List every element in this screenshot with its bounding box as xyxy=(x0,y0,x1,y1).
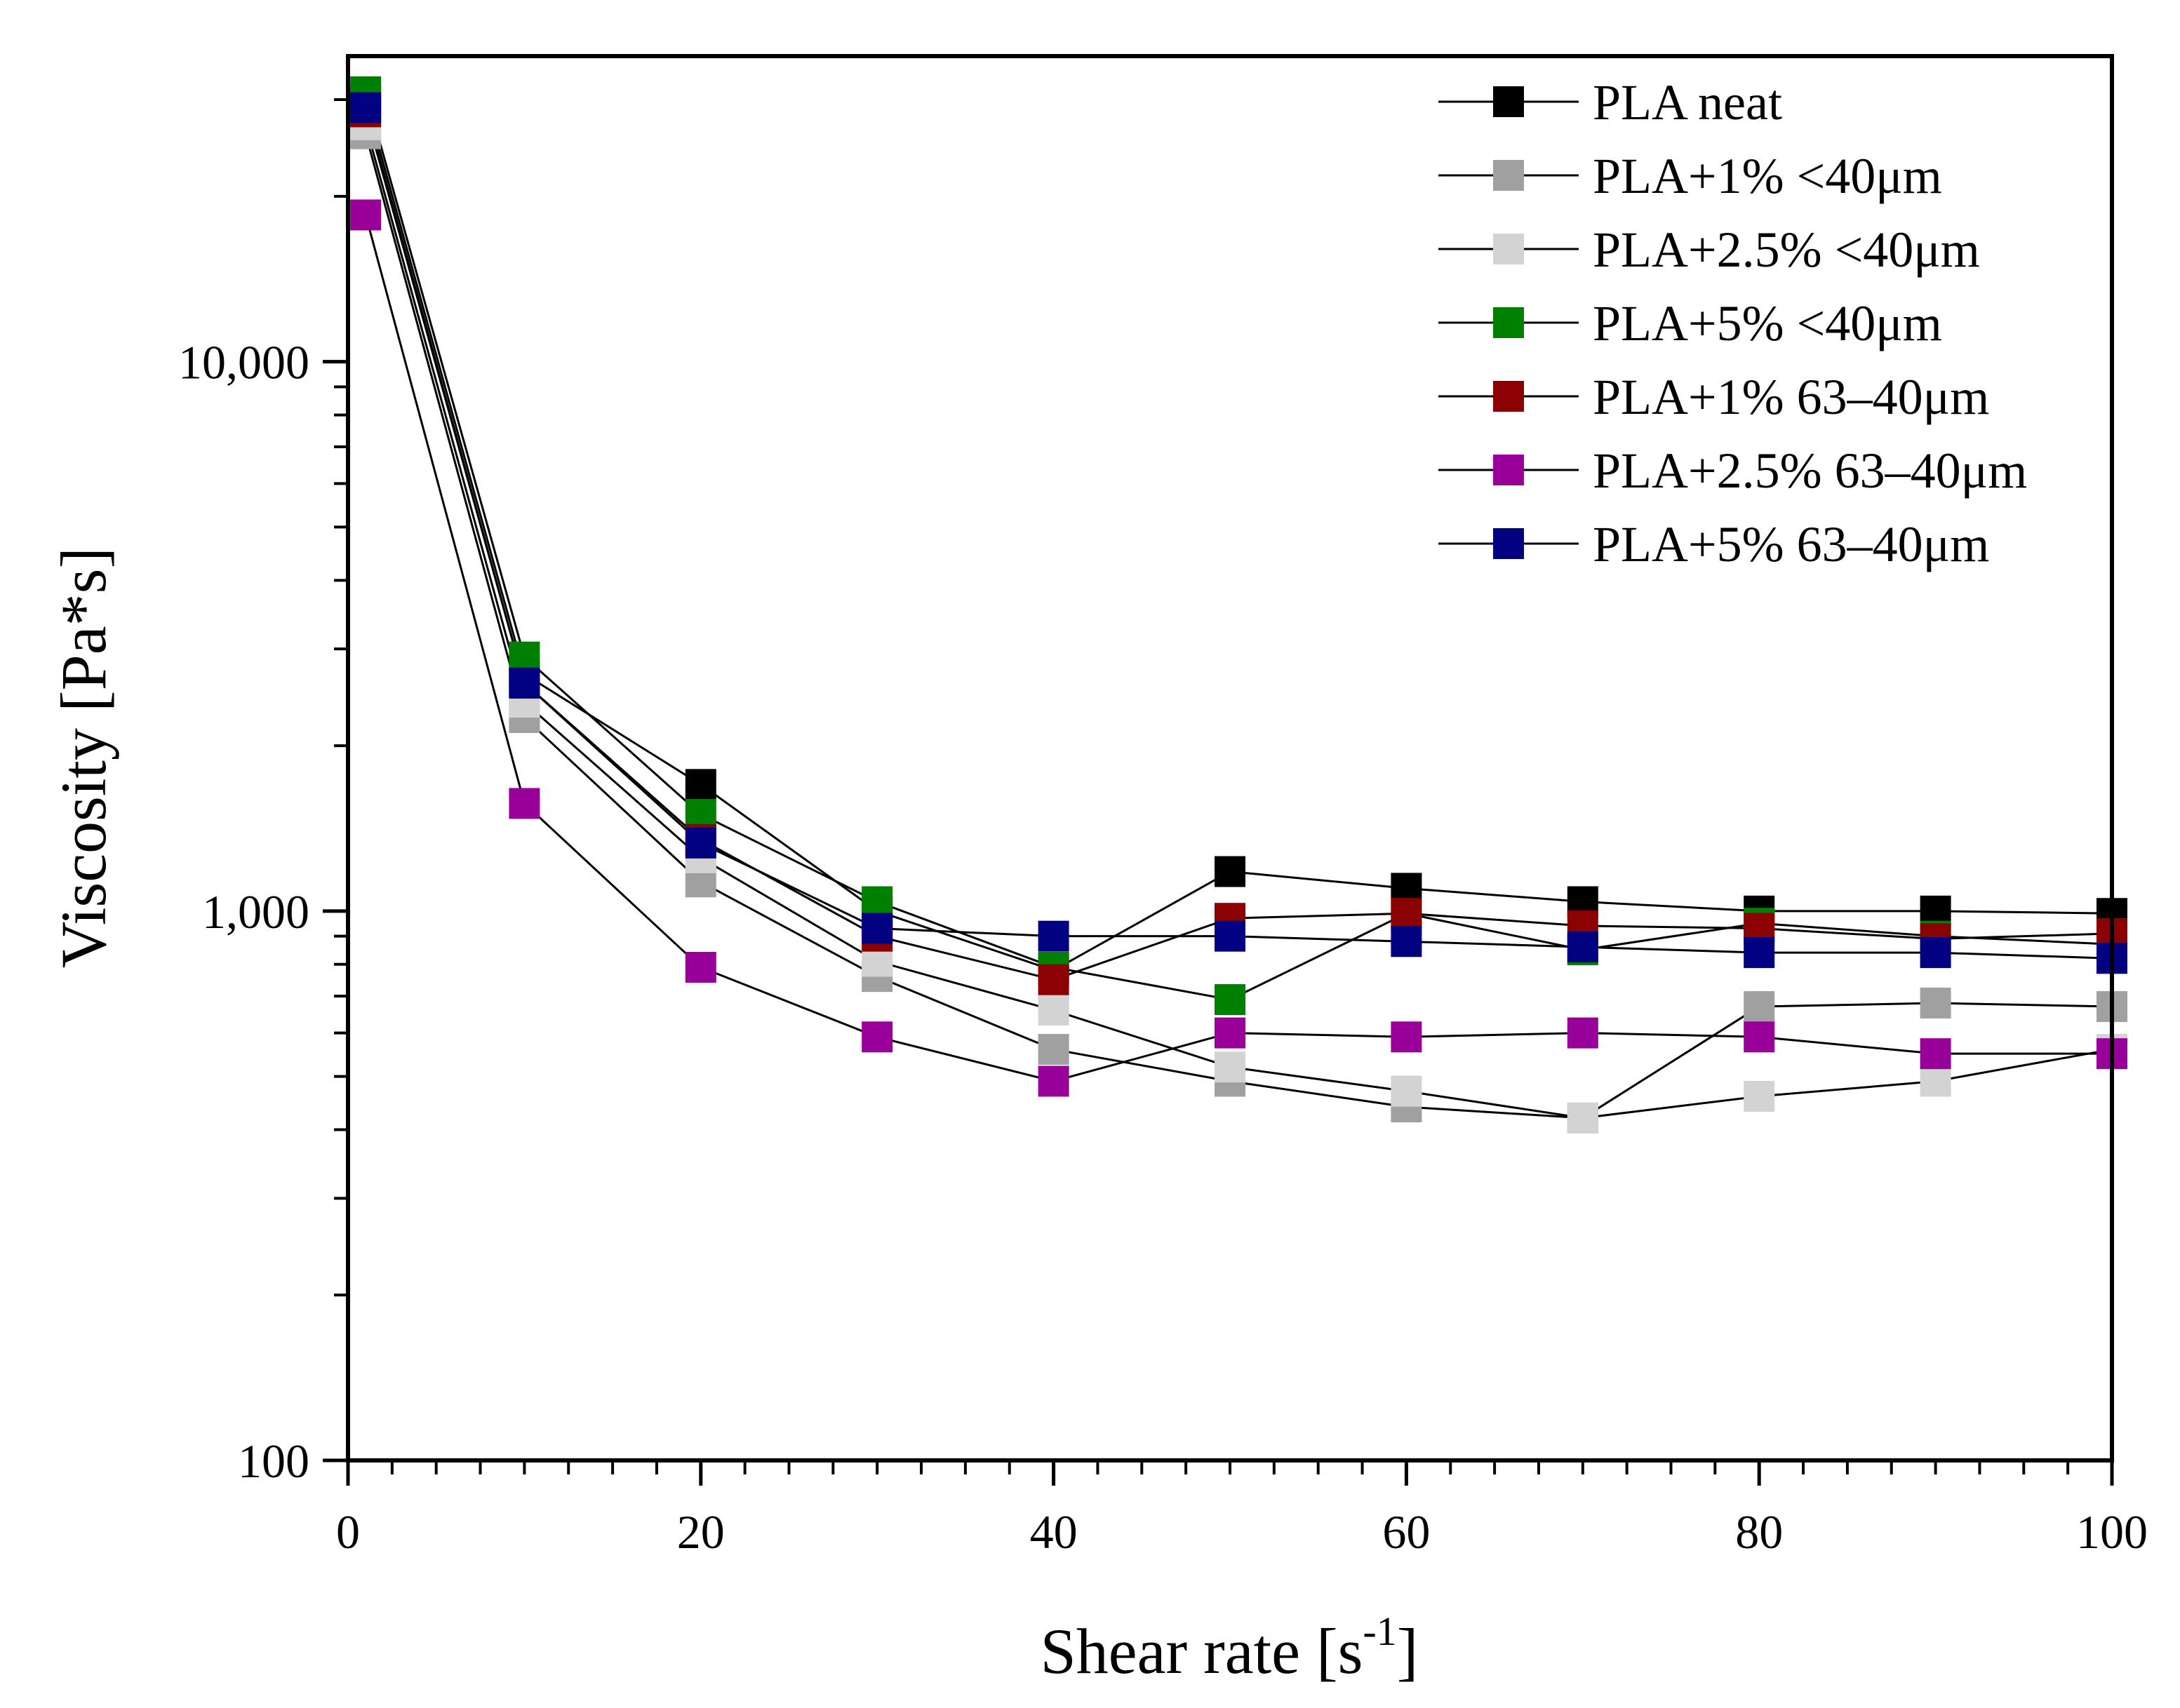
data-point xyxy=(1391,1021,1422,1053)
legend: PLA neat PLA+1% <40μm PLA+2.5% <40μm PLA+5%… xyxy=(1438,74,2027,572)
x-axis-title-superscript: -1 xyxy=(1363,1608,1396,1654)
legend-label: PLA+2.5% 63–40μm xyxy=(1593,443,2027,499)
series-markers xyxy=(350,76,2127,1134)
x-axis-title: Shear rate [s-1] xyxy=(1041,1608,1419,1687)
y-tick-label: 100 xyxy=(238,1434,309,1488)
axis-ticks xyxy=(323,98,2114,1486)
data-point xyxy=(685,827,716,859)
data-point xyxy=(1038,1034,1069,1065)
legend-item: PLA+1% 63–40μm xyxy=(1438,369,1989,425)
data-point xyxy=(862,1021,893,1053)
legend-label: PLA+5% 63–40μm xyxy=(1593,516,1989,572)
data-point xyxy=(350,199,382,231)
legend-marker xyxy=(1493,234,1524,264)
x-axis-title-end: ] xyxy=(1397,1615,1419,1687)
x-tick-label: 100 xyxy=(2076,1505,2148,1559)
data-point xyxy=(1920,988,1951,1019)
data-point xyxy=(1215,856,1245,887)
x-tick-label: 80 xyxy=(1735,1505,1783,1559)
data-point xyxy=(509,788,540,819)
legend-marker xyxy=(1493,455,1524,485)
data-point xyxy=(1038,995,1069,1026)
legend-item: PLA neat xyxy=(1438,74,1782,130)
y-tick-label: 1,000 xyxy=(202,885,309,939)
x-tick-label: 0 xyxy=(336,1505,360,1559)
legend-item: PLA+5% <40μm xyxy=(1438,295,1942,351)
data-point xyxy=(509,667,540,699)
legend-item: PLA+2.5% 63–40μm xyxy=(1438,443,2027,499)
data-point xyxy=(1920,937,1951,969)
data-point xyxy=(1038,920,1069,952)
legend-label: PLA+1% <40μm xyxy=(1593,148,1942,204)
data-point xyxy=(1920,1065,1951,1097)
data-point xyxy=(509,641,540,673)
y-tick-labels: 100 1,000 10,000 xyxy=(178,336,309,1488)
legend-item: PLA+2.5% <40μm xyxy=(1438,222,1980,278)
x-tick-label: 20 xyxy=(677,1505,725,1559)
legend-marker xyxy=(1493,307,1524,338)
data-point xyxy=(1744,991,1775,1023)
data-point xyxy=(1391,1075,1422,1107)
data-point xyxy=(862,886,893,917)
data-point xyxy=(1391,926,1422,957)
x-axis-title-main: Shear rate [s xyxy=(1041,1615,1363,1687)
legend-label: PLA+1% 63–40μm xyxy=(1593,369,1989,425)
data-point xyxy=(862,913,893,944)
legend-marker xyxy=(1493,528,1524,559)
data-point xyxy=(685,769,716,800)
legend-marker xyxy=(1493,160,1524,191)
y-axis-title: Viscosity [Pa*s] xyxy=(48,547,119,968)
legend-item: PLA+1% <40μm xyxy=(1438,148,1942,204)
data-point xyxy=(1744,937,1775,969)
data-point xyxy=(1920,1038,1951,1070)
data-point xyxy=(1215,920,1245,952)
data-point xyxy=(1567,1017,1598,1049)
data-point xyxy=(350,92,382,123)
data-point xyxy=(1744,1080,1775,1112)
data-point xyxy=(1744,1021,1775,1053)
y-tick-label: 10,000 xyxy=(178,336,309,389)
data-point xyxy=(1215,984,1245,1016)
legend-label: PLA neat xyxy=(1593,74,1782,130)
series-line xyxy=(364,133,2113,1119)
data-point xyxy=(1038,1065,1069,1097)
legend-marker xyxy=(1493,86,1524,117)
data-point xyxy=(1215,1017,1245,1049)
data-point xyxy=(1567,932,1598,963)
x-tick-labels: 0 20 40 60 80 100 xyxy=(336,1505,2148,1559)
data-point xyxy=(685,952,716,983)
legend-label: PLA+5% <40μm xyxy=(1593,295,1942,351)
data-point xyxy=(1391,898,1422,929)
legend-marker xyxy=(1493,381,1524,412)
data-point xyxy=(1215,1051,1245,1083)
x-tick-label: 60 xyxy=(1382,1505,1430,1559)
legend-item: PLA+5% 63–40μm xyxy=(1438,516,1989,572)
x-tick-label: 40 xyxy=(1030,1505,1078,1559)
data-point xyxy=(1038,964,1069,995)
plot-frame xyxy=(346,54,2114,1462)
legend-label: PLA+2.5% <40μm xyxy=(1593,222,1980,278)
data-point xyxy=(1567,1102,1598,1134)
